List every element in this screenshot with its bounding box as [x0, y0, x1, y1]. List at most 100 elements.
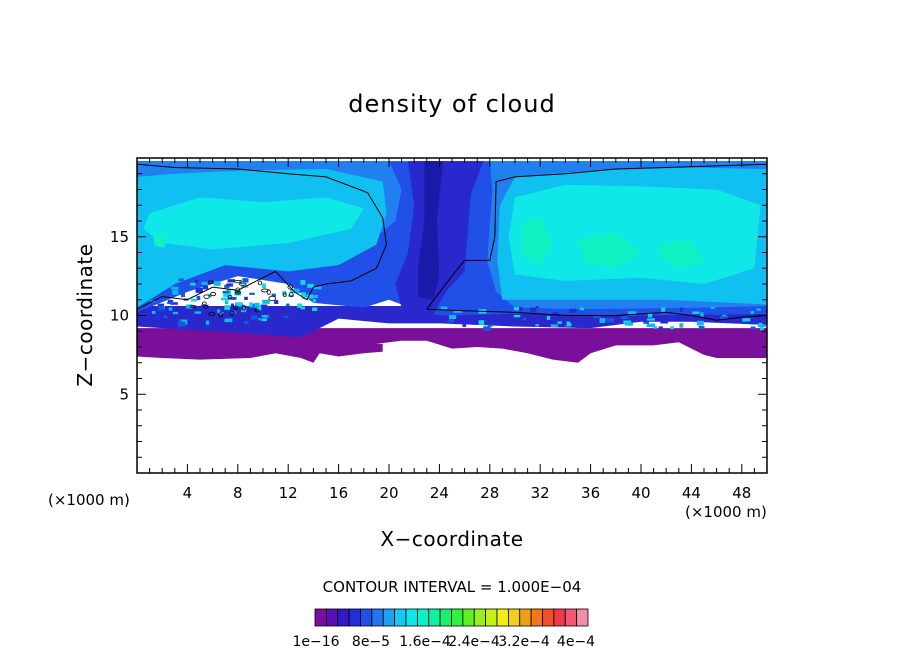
field-texture-cell: [200, 304, 209, 309]
field-texture-cell: [306, 294, 314, 299]
field-texture-cell: [483, 326, 491, 331]
field-texture-cell: [679, 307, 683, 312]
field-texture-cell: [307, 283, 314, 288]
contour-left: [137, 163, 387, 310]
field-texture-cell: [653, 326, 657, 329]
field-texture-cell: [313, 294, 318, 298]
field-texture-cell: [190, 298, 197, 302]
colorbar-swatch: [530, 608, 543, 627]
field-texture-cell: [249, 292, 255, 295]
x-axis-label: X−coordinate: [380, 527, 523, 551]
field-texture-cell: [159, 310, 165, 315]
field-texture-cell: [195, 287, 203, 293]
y-tick-label: 10: [110, 307, 129, 325]
field-texture-cell: [168, 307, 173, 311]
field-texture-cell: [658, 326, 663, 331]
colorbar-swatch: [451, 608, 464, 627]
field-texture-cell: [440, 306, 448, 310]
field-texture-cell: [714, 306, 721, 311]
contour-fragment: [266, 289, 271, 295]
field-texture-cell: [646, 323, 656, 328]
contour-fragment: [287, 284, 293, 290]
field-texture-cell: [209, 306, 213, 312]
field-texture-cell: [750, 311, 755, 314]
field-texture-cell: [250, 315, 258, 320]
field-texture-cell: [535, 306, 539, 309]
field-core-column: [417, 161, 444, 300]
field-texture-cell: [713, 311, 721, 316]
x-tick-label: 36: [581, 484, 600, 502]
contour-fragment: [235, 287, 241, 294]
colorbar: [314, 608, 589, 627]
field-texture-cell: [758, 322, 763, 325]
colorbar-swatch: [576, 608, 589, 627]
field-texture-cell: [535, 323, 540, 327]
colorbar-swatch: [564, 608, 578, 627]
field-purple-island: [319, 343, 383, 357]
field-texture-cell: [643, 321, 649, 324]
field-texture-cell: [243, 320, 249, 324]
contour-fragment: [261, 288, 269, 293]
field-texture-cell: [286, 303, 290, 307]
field-texture-cell: [240, 309, 246, 313]
field-texture-cell: [242, 278, 249, 283]
field-texture-cell: [224, 284, 230, 289]
field-texture-cell: [224, 318, 233, 323]
field-texture-cell: [172, 311, 178, 315]
field-texture-cell: [742, 318, 751, 322]
y-axis-label: Z−coordinate: [73, 243, 97, 386]
field-texture-cell: [284, 315, 288, 318]
field-texture-cell: [230, 303, 234, 308]
field-texture-cell: [529, 307, 537, 313]
field-texture-cell: [313, 286, 322, 290]
colorbar-swatch: [485, 608, 498, 627]
field-texture-cell: [700, 312, 704, 317]
field-texture-cell: [301, 292, 306, 297]
colorbar-swatch: [428, 608, 441, 627]
contour-fragment: [218, 312, 224, 318]
field-texture-cell: [522, 316, 527, 321]
colorbar-swatch: [325, 608, 339, 627]
colorbar-label: 1.6e−4: [399, 634, 451, 650]
field-texture-cell: [679, 323, 684, 328]
field-texture-cell: [624, 322, 634, 326]
x-tick-label: 24: [430, 484, 449, 502]
x-tick-label: 16: [329, 484, 348, 502]
field-texture-cell: [170, 302, 178, 305]
field-aqua-1: [521, 216, 553, 266]
field-texture-cell: [300, 279, 306, 285]
field-texture-cell: [288, 294, 294, 297]
field-texture-cell: [233, 319, 239, 323]
field-texture-cell: [550, 324, 558, 327]
field-texture-cell: [190, 282, 196, 286]
field-texture-cell: [593, 317, 599, 320]
field-texture-cell: [261, 318, 267, 322]
field-texture-cell: [604, 310, 612, 316]
field-texture-cell: [260, 304, 268, 309]
field-texture-cell: [194, 311, 202, 314]
field-cyan-left: [143, 197, 364, 250]
field-texture-cell: [235, 302, 243, 307]
field-texture-cell: [228, 310, 236, 314]
field-texture-cell: [180, 292, 186, 298]
colorbar-swatch: [348, 608, 361, 627]
contour-fragment: [233, 305, 238, 310]
field-aqua-3: [659, 239, 704, 269]
colorbar-swatch: [473, 608, 487, 627]
colorbar-swatch: [337, 608, 350, 627]
contour-fragment: [210, 291, 217, 297]
field-texture-cell: [217, 309, 221, 313]
field-texture-cell: [710, 306, 719, 309]
field-texture-cell: [606, 318, 615, 323]
contour-fragment: [208, 311, 216, 317]
field-texture-cell: [623, 320, 632, 325]
field-texture-cell: [552, 312, 559, 317]
field-texture-cell: [673, 308, 679, 313]
x-tick-label: 28: [480, 484, 499, 502]
colorbar-swatch: [439, 608, 452, 627]
field-texture-cell: [654, 308, 660, 312]
field-texture-cell: [261, 283, 267, 288]
x-axis-unit: (×1000 m): [685, 503, 767, 521]
